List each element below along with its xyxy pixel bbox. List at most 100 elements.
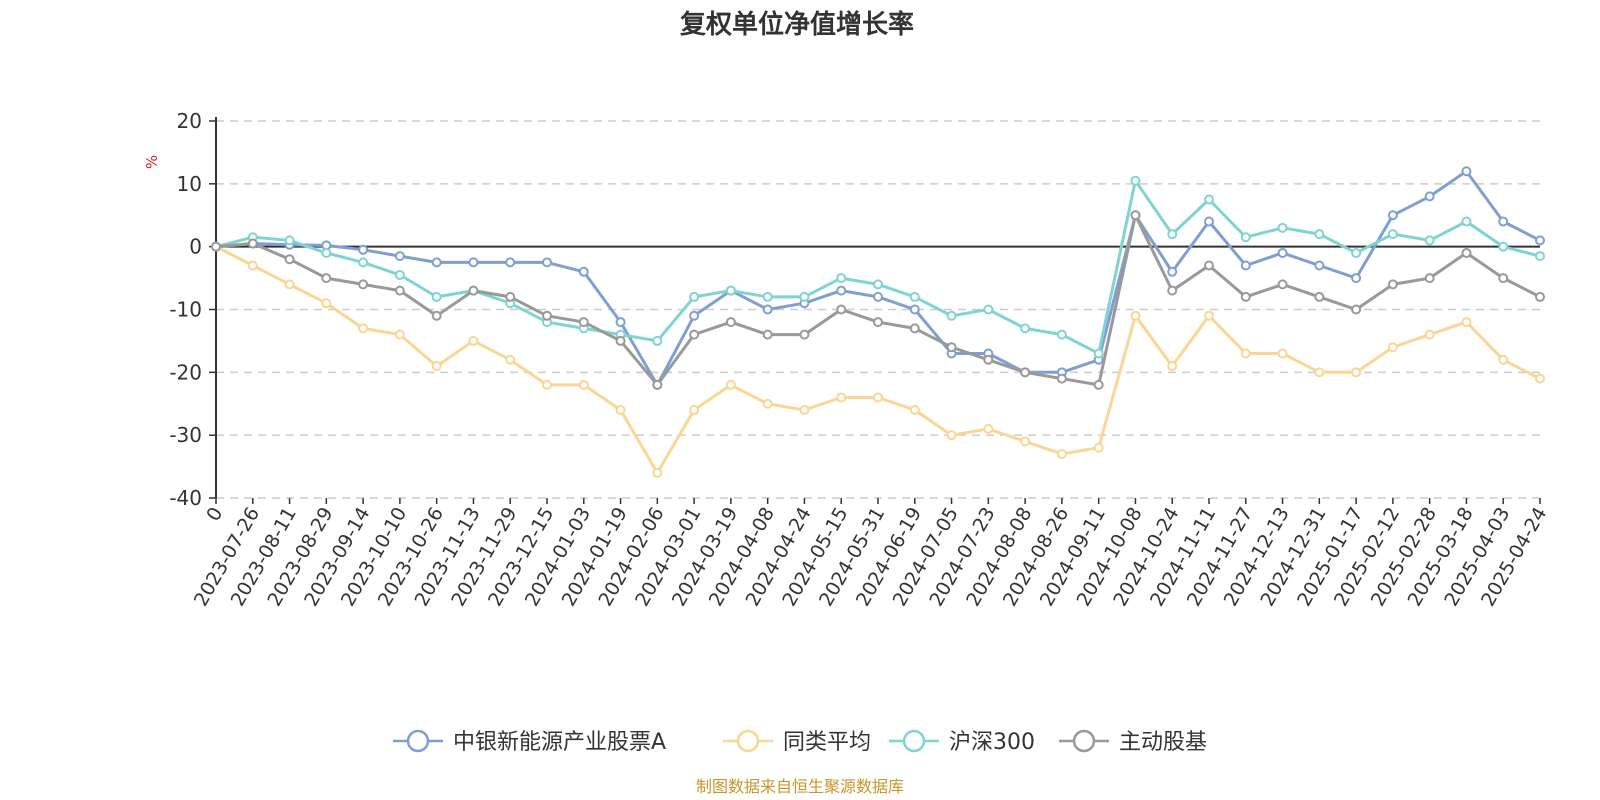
data-point <box>321 298 332 309</box>
data-point <box>1020 367 1031 378</box>
data-point <box>1461 247 1472 258</box>
data-point <box>1130 210 1141 221</box>
chart-title: 复权单位净值增长率 <box>680 9 914 40</box>
data-point <box>394 251 405 262</box>
data-point <box>909 405 920 416</box>
data-point <box>1461 216 1472 227</box>
data-point <box>211 241 221 252</box>
data-point <box>1498 354 1509 365</box>
data-point <box>1167 266 1178 277</box>
data-point <box>1093 348 1104 359</box>
data-point <box>1461 317 1472 328</box>
legend-item[interactable]: 沪深300 <box>889 729 1035 755</box>
data-point <box>1240 348 1251 359</box>
data-point <box>725 317 736 328</box>
data-point <box>1204 260 1214 271</box>
data-point <box>762 304 773 315</box>
data-point <box>725 379 736 390</box>
data-point <box>1240 291 1251 302</box>
data-point <box>431 291 442 302</box>
data-point <box>1424 273 1435 284</box>
data-point <box>1167 285 1178 296</box>
data-point <box>1498 273 1509 284</box>
data-point <box>762 398 773 409</box>
legend[interactable]: 中银新能源产业股票A 同类平均 沪深300 主动股基 <box>393 729 1207 755</box>
data-point <box>983 304 994 315</box>
data-point <box>431 257 442 268</box>
data-point <box>1204 194 1214 205</box>
data-point <box>1535 291 1545 302</box>
data-point <box>1204 216 1214 227</box>
data-point <box>1056 449 1067 460</box>
data-point <box>652 379 663 390</box>
data-point <box>1277 348 1288 359</box>
y-tick-label: -20 <box>169 360 202 384</box>
data-point <box>615 335 626 346</box>
data-point <box>358 257 369 268</box>
data-point <box>284 254 295 265</box>
data-point <box>799 291 810 302</box>
y-tick-label: 0 <box>189 235 202 259</box>
data-point <box>1314 260 1325 271</box>
data-point <box>542 379 552 390</box>
data-point <box>284 279 295 290</box>
data-point <box>1424 191 1435 202</box>
data-point <box>689 329 700 340</box>
data-point <box>946 342 957 353</box>
data-point <box>1351 273 1362 284</box>
data-point <box>652 335 663 346</box>
data-point <box>1020 323 1031 334</box>
data-point <box>873 279 883 290</box>
data-point <box>946 430 957 441</box>
data-point <box>689 310 700 321</box>
legend-label: 主动股基 <box>1119 730 1207 755</box>
data-point <box>1424 329 1435 340</box>
y-tick-label: -40 <box>169 486 202 510</box>
data-point <box>542 257 552 268</box>
data-point <box>1498 216 1509 227</box>
data-point <box>909 323 920 334</box>
data-point <box>1240 260 1251 271</box>
data-point <box>762 329 773 340</box>
grid-lines <box>216 120 1540 499</box>
data-point <box>468 335 479 346</box>
data-point <box>321 273 332 284</box>
data-point <box>1387 229 1398 240</box>
legend-marker <box>1072 729 1096 753</box>
source-note: 制图数据来自恒生聚源数据库 <box>696 777 904 796</box>
data-point <box>909 304 920 315</box>
data-point <box>1167 361 1178 372</box>
legend-item[interactable]: 中银新能源产业股票A <box>393 729 666 755</box>
data-point <box>1093 379 1104 390</box>
legend-label: 沪深300 <box>949 730 1035 755</box>
data-point <box>358 244 369 255</box>
data-point <box>725 285 736 296</box>
data-point <box>615 317 626 328</box>
data-point <box>394 269 405 280</box>
legend-marker <box>406 729 430 753</box>
legend-label: 同类平均 <box>783 730 871 755</box>
data-point <box>1056 329 1067 340</box>
axes <box>215 117 1540 498</box>
data-point <box>321 247 332 258</box>
data-point <box>836 392 847 403</box>
series-line <box>215 169 1541 387</box>
series-0 <box>211 166 1545 390</box>
data-point <box>1130 310 1141 321</box>
data-point <box>946 310 957 321</box>
data-point <box>1535 251 1545 262</box>
data-point <box>578 379 589 390</box>
data-point <box>1056 373 1067 384</box>
data-point <box>1424 235 1435 246</box>
data-point <box>358 279 369 290</box>
data-point <box>873 392 883 403</box>
data-point <box>762 291 773 302</box>
legend-item[interactable]: 同类平均 <box>723 729 871 755</box>
data-point <box>1535 373 1545 384</box>
data-point <box>468 285 479 296</box>
data-point <box>394 329 405 340</box>
data-point <box>1387 279 1398 290</box>
data-point <box>1277 279 1288 290</box>
data-point <box>1461 166 1472 177</box>
legend-item[interactable]: 主动股基 <box>1059 729 1207 755</box>
